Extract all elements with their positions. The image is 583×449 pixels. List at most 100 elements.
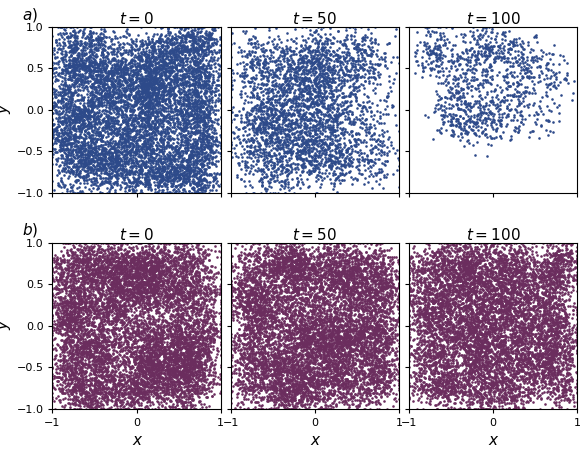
Point [377, 283, 387, 290]
Point [198, 104, 208, 111]
Point [492, 366, 501, 373]
Point [113, 79, 122, 86]
Point [180, 353, 189, 361]
Point [280, 140, 289, 147]
Point [216, 150, 225, 157]
Point [180, 70, 189, 77]
Point [108, 389, 117, 396]
Point [148, 35, 157, 43]
Point [304, 379, 314, 386]
Point [108, 305, 118, 312]
Point [482, 101, 491, 108]
Point [463, 83, 472, 90]
Point [271, 395, 280, 402]
Point [286, 103, 296, 110]
Point [194, 352, 203, 360]
Point [510, 401, 519, 408]
Point [546, 345, 555, 352]
Point [113, 120, 122, 127]
Point [165, 374, 174, 381]
Point [94, 372, 104, 379]
Point [281, 333, 290, 340]
Point [69, 58, 78, 65]
Point [437, 394, 447, 401]
Point [178, 115, 187, 123]
Point [249, 371, 258, 379]
Point [179, 292, 188, 299]
Point [344, 272, 353, 279]
Point [82, 403, 92, 410]
Point [496, 396, 505, 403]
Point [329, 167, 339, 174]
Point [443, 244, 452, 251]
Point [78, 397, 87, 404]
Point [559, 323, 568, 330]
Point [153, 395, 163, 402]
Point [248, 184, 257, 191]
Point [261, 139, 270, 146]
Point [79, 163, 88, 170]
Point [385, 83, 395, 90]
Point [555, 343, 564, 351]
Point [314, 262, 323, 269]
Point [340, 333, 350, 340]
Point [171, 375, 181, 382]
Point [308, 378, 317, 385]
Point [175, 397, 184, 404]
Point [80, 110, 90, 117]
Point [278, 368, 287, 375]
Point [416, 275, 425, 282]
Point [185, 354, 194, 361]
Point [291, 306, 300, 313]
Point [445, 398, 455, 405]
Point [279, 52, 289, 59]
Point [146, 285, 155, 292]
Point [311, 318, 321, 326]
Point [247, 287, 257, 294]
Point [332, 352, 341, 360]
Point [102, 150, 111, 157]
Point [81, 261, 90, 269]
Point [518, 304, 528, 311]
Point [235, 342, 244, 349]
Point [170, 382, 179, 389]
Point [338, 326, 347, 334]
Point [170, 151, 180, 158]
Point [349, 321, 359, 328]
Point [342, 162, 351, 169]
Point [356, 323, 365, 330]
Point [315, 282, 324, 289]
Point [536, 303, 545, 310]
Point [131, 260, 140, 267]
Point [308, 124, 317, 131]
Point [99, 75, 108, 83]
Point [538, 384, 547, 392]
Point [451, 295, 461, 303]
Point [170, 163, 179, 170]
Point [133, 88, 142, 95]
Point [325, 111, 335, 119]
Point [426, 259, 436, 266]
Point [323, 245, 332, 252]
Point [465, 275, 475, 282]
Point [325, 357, 334, 364]
Point [135, 239, 144, 246]
Point [178, 148, 187, 155]
Point [563, 71, 572, 79]
Point [424, 28, 433, 35]
Point [242, 154, 251, 161]
Point [277, 306, 286, 313]
Point [367, 335, 377, 342]
Point [185, 343, 194, 350]
Point [196, 81, 206, 88]
Point [345, 335, 354, 342]
Point [121, 336, 130, 343]
Point [273, 370, 282, 377]
Point [94, 268, 104, 275]
Point [87, 388, 97, 396]
Point [180, 364, 189, 371]
Point [271, 393, 280, 400]
Point [88, 161, 97, 168]
Point [535, 55, 544, 62]
Point [96, 305, 105, 312]
